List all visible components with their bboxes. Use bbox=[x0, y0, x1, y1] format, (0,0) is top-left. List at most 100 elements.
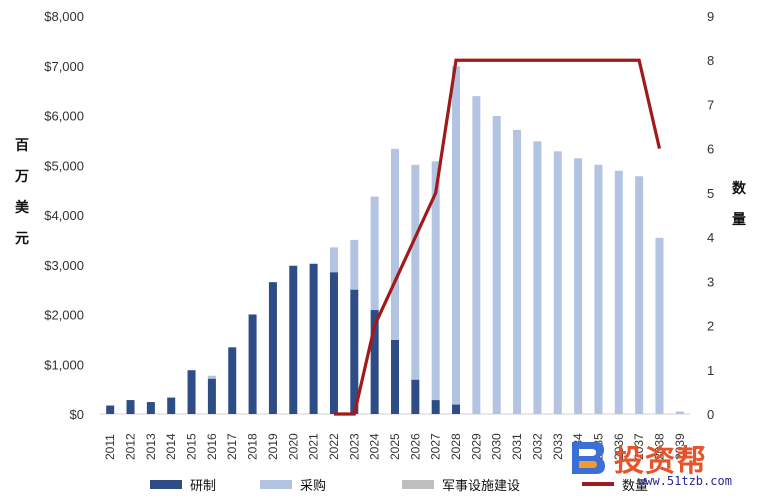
x-tick-label: 2014 bbox=[164, 433, 178, 460]
left-tick-label: $1,000 bbox=[44, 357, 84, 372]
left-tick-label: $2,000 bbox=[44, 308, 84, 323]
x-tick-label: 2019 bbox=[266, 433, 280, 460]
legend-swatch bbox=[150, 479, 182, 489]
x-tick-label: 2026 bbox=[408, 433, 422, 460]
watermark-text: 投资帮 bbox=[614, 444, 707, 479]
bar-1-2016 bbox=[207, 375, 216, 379]
x-tick-label: 2031 bbox=[510, 433, 524, 460]
bar-0-2019 bbox=[268, 282, 277, 414]
bar-0-2018 bbox=[248, 314, 257, 414]
x-tick-label: 2015 bbox=[185, 433, 199, 460]
right-tick-label: 0 bbox=[707, 407, 714, 422]
bar-0-2014 bbox=[167, 397, 176, 414]
left-tick-label: $6,000 bbox=[44, 109, 84, 124]
bar-1-2025 bbox=[391, 148, 399, 340]
bar-1-2038 bbox=[655, 237, 664, 414]
bar-0-2024 bbox=[370, 310, 379, 414]
right-tick-label: 4 bbox=[707, 230, 714, 245]
bar-0-2012 bbox=[126, 400, 135, 414]
bar-0-2027 bbox=[431, 400, 440, 414]
left-tick-label: $3,000 bbox=[44, 258, 84, 273]
bar-0-2015 bbox=[187, 370, 196, 414]
bar-0-2023 bbox=[350, 289, 359, 414]
right-tick-label: 6 bbox=[707, 142, 714, 157]
bar-0-2022 bbox=[329, 272, 338, 414]
right-tick-label: 3 bbox=[707, 274, 714, 289]
legend-label: 采购 bbox=[300, 478, 327, 494]
legend-item-quantity: 数量 bbox=[582, 472, 648, 496]
x-tick-label: 2033 bbox=[551, 433, 565, 460]
x-tick-label: 2017 bbox=[225, 433, 239, 460]
bar-0-2026 bbox=[411, 379, 420, 414]
x-tick-label: 2012 bbox=[124, 433, 138, 460]
x-tick-label: 2011 bbox=[103, 434, 117, 460]
left-axis-label-char: 万 bbox=[14, 169, 29, 185]
x-tick-label: 2032 bbox=[530, 433, 544, 460]
bar-1-2022 bbox=[329, 247, 338, 273]
bar-1-2034 bbox=[574, 158, 583, 414]
x-tick-label: 2027 bbox=[429, 433, 443, 460]
right-tick-label: 2 bbox=[707, 319, 714, 334]
bar-0-2020 bbox=[289, 265, 298, 414]
right-tick-label: 5 bbox=[707, 186, 714, 201]
bar-1-2024 bbox=[370, 196, 379, 311]
legend-label: 研制 bbox=[190, 478, 217, 494]
bar-0-2013 bbox=[146, 402, 155, 414]
x-tick-label: 2036 bbox=[612, 433, 626, 460]
left-axis-label-char: 美 bbox=[15, 199, 30, 216]
x-tick-label: 2028 bbox=[449, 433, 463, 460]
bar-1-2030 bbox=[492, 115, 501, 414]
legend-swatch bbox=[402, 479, 434, 489]
legend-label: 数量 bbox=[622, 478, 649, 494]
bar-1-2036 bbox=[614, 170, 623, 414]
x-axis-ticks: 2011 2012 2013 2014 2015 2016 2017 2018 2019 2020… bbox=[103, 433, 687, 460]
left-tick-label: $0 bbox=[70, 407, 84, 422]
right-tick-label: 8 bbox=[707, 53, 714, 68]
right-axis-label-char: 数 bbox=[732, 180, 747, 197]
x-tick-label: 2024 bbox=[368, 433, 382, 460]
watermark: 投资帮 www.51tzb.com bbox=[566, 434, 756, 498]
right-axis-label-char: 量 bbox=[732, 212, 746, 228]
x-tick-label: 2023 bbox=[347, 433, 361, 460]
x-tick-label: 2016 bbox=[205, 433, 219, 460]
x-tick-label: 2018 bbox=[246, 433, 260, 460]
left-tick-label: $7,000 bbox=[44, 59, 84, 74]
x-tick-label: 2039 bbox=[673, 433, 687, 460]
bar-0-2017 bbox=[228, 347, 237, 414]
watermark-logo-icon bbox=[572, 442, 605, 474]
left-axis-ticks: $0 $1,000 $2,000 $3,000 $4,000 $5,000 $6,000 $7… bbox=[44, 9, 84, 422]
legend-item-construction: 军事设施建设 bbox=[402, 472, 520, 496]
right-axis-label: 数量 bbox=[732, 180, 747, 228]
bar-1-2039 bbox=[675, 411, 684, 414]
bar-1-2033 bbox=[553, 151, 562, 414]
legend-label: 军事设施建设 bbox=[442, 478, 521, 494]
bar-1-2032 bbox=[533, 141, 542, 414]
bar-1-2026 bbox=[411, 164, 420, 380]
right-axis-ticks: 0 1 2 3 4 5 6 7 8 9 bbox=[707, 9, 714, 422]
x-tick-label: 2013 bbox=[144, 433, 158, 460]
bar-0-2021 bbox=[309, 263, 318, 414]
bars bbox=[106, 66, 684, 415]
bar-1-2029 bbox=[472, 96, 481, 414]
watermark-url: www.51tzb.com bbox=[638, 474, 732, 488]
right-tick-label: 9 bbox=[707, 9, 714, 24]
bar-0-2028 bbox=[452, 404, 461, 414]
legend-item-dev: 研制 bbox=[150, 472, 216, 496]
x-tick-label: 2025 bbox=[388, 433, 402, 460]
bar-1-2027 bbox=[431, 161, 440, 401]
left-tick-label: $5,000 bbox=[44, 158, 84, 173]
x-tick-label: 2021 bbox=[307, 433, 321, 460]
bar-1-2023 bbox=[350, 239, 359, 290]
left-tick-label: $8,000 bbox=[44, 9, 84, 24]
bar-0-2025 bbox=[391, 339, 399, 414]
legend-item-procurement: 采购 bbox=[260, 472, 326, 496]
x-tick-label: 2030 bbox=[490, 433, 504, 460]
bar-1-2028 bbox=[452, 66, 461, 405]
left-axis-label-char: 百 bbox=[15, 138, 29, 154]
right-tick-label: 1 bbox=[707, 363, 714, 378]
legend-swatch bbox=[260, 479, 292, 489]
quantity-line bbox=[333, 58, 662, 416]
bar-1-2037 bbox=[635, 176, 644, 414]
